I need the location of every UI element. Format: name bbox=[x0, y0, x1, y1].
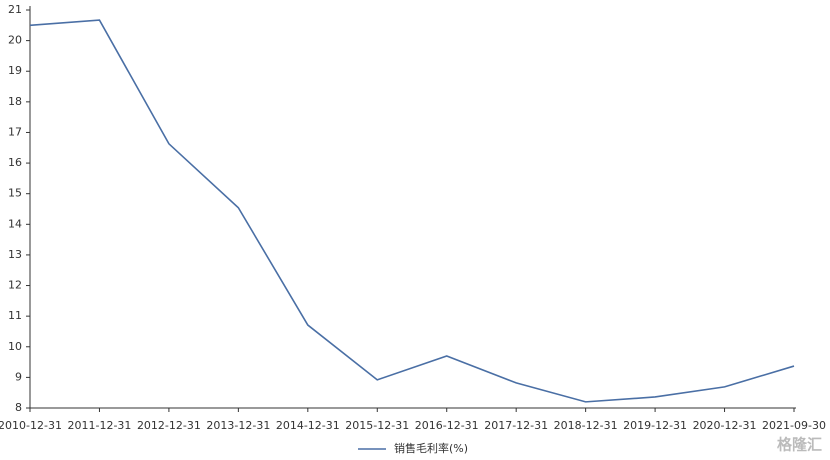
x-tick-label: 2019-12-31 bbox=[623, 419, 687, 432]
y-tick-label: 12 bbox=[8, 279, 22, 292]
x-tick-label: 2012-12-31 bbox=[137, 419, 201, 432]
y-tick-label: 18 bbox=[8, 95, 22, 108]
legend-label: 销售毛利率(%) bbox=[394, 441, 468, 455]
x-tick-label: 2016-12-31 bbox=[415, 419, 479, 432]
y-tick-label: 17 bbox=[8, 125, 22, 138]
y-tick-label: 15 bbox=[8, 187, 22, 200]
y-tick-label: 9 bbox=[15, 370, 22, 383]
y-tick-label: 19 bbox=[8, 64, 22, 77]
x-tick-label: 2013-12-31 bbox=[206, 419, 270, 432]
y-tick-label: 10 bbox=[8, 340, 22, 353]
y-tick-label: 13 bbox=[8, 248, 22, 261]
y-tick-label: 21 bbox=[8, 3, 22, 16]
x-tick-label: 2010-12-31 bbox=[0, 419, 62, 432]
y-tick-label: 16 bbox=[8, 156, 22, 169]
x-tick-label: 2017-12-31 bbox=[484, 419, 548, 432]
watermark: 格隆汇 bbox=[777, 436, 822, 454]
y-tick-label: 20 bbox=[8, 34, 22, 47]
x-tick-label: 2011-12-31 bbox=[67, 419, 131, 432]
x-tick-label: 2014-12-31 bbox=[276, 419, 340, 432]
x-tick-label: 2020-12-31 bbox=[693, 419, 757, 432]
x-tick-label: 2015-12-31 bbox=[345, 419, 409, 432]
x-tick-label: 2018-12-31 bbox=[554, 419, 618, 432]
y-tick-label: 8 bbox=[15, 401, 22, 414]
y-tick-label: 14 bbox=[8, 217, 22, 230]
x-tick-label: 2021-09-30 bbox=[762, 419, 826, 432]
data-line bbox=[29, 19, 795, 403]
y-tick-label: 11 bbox=[8, 309, 22, 322]
